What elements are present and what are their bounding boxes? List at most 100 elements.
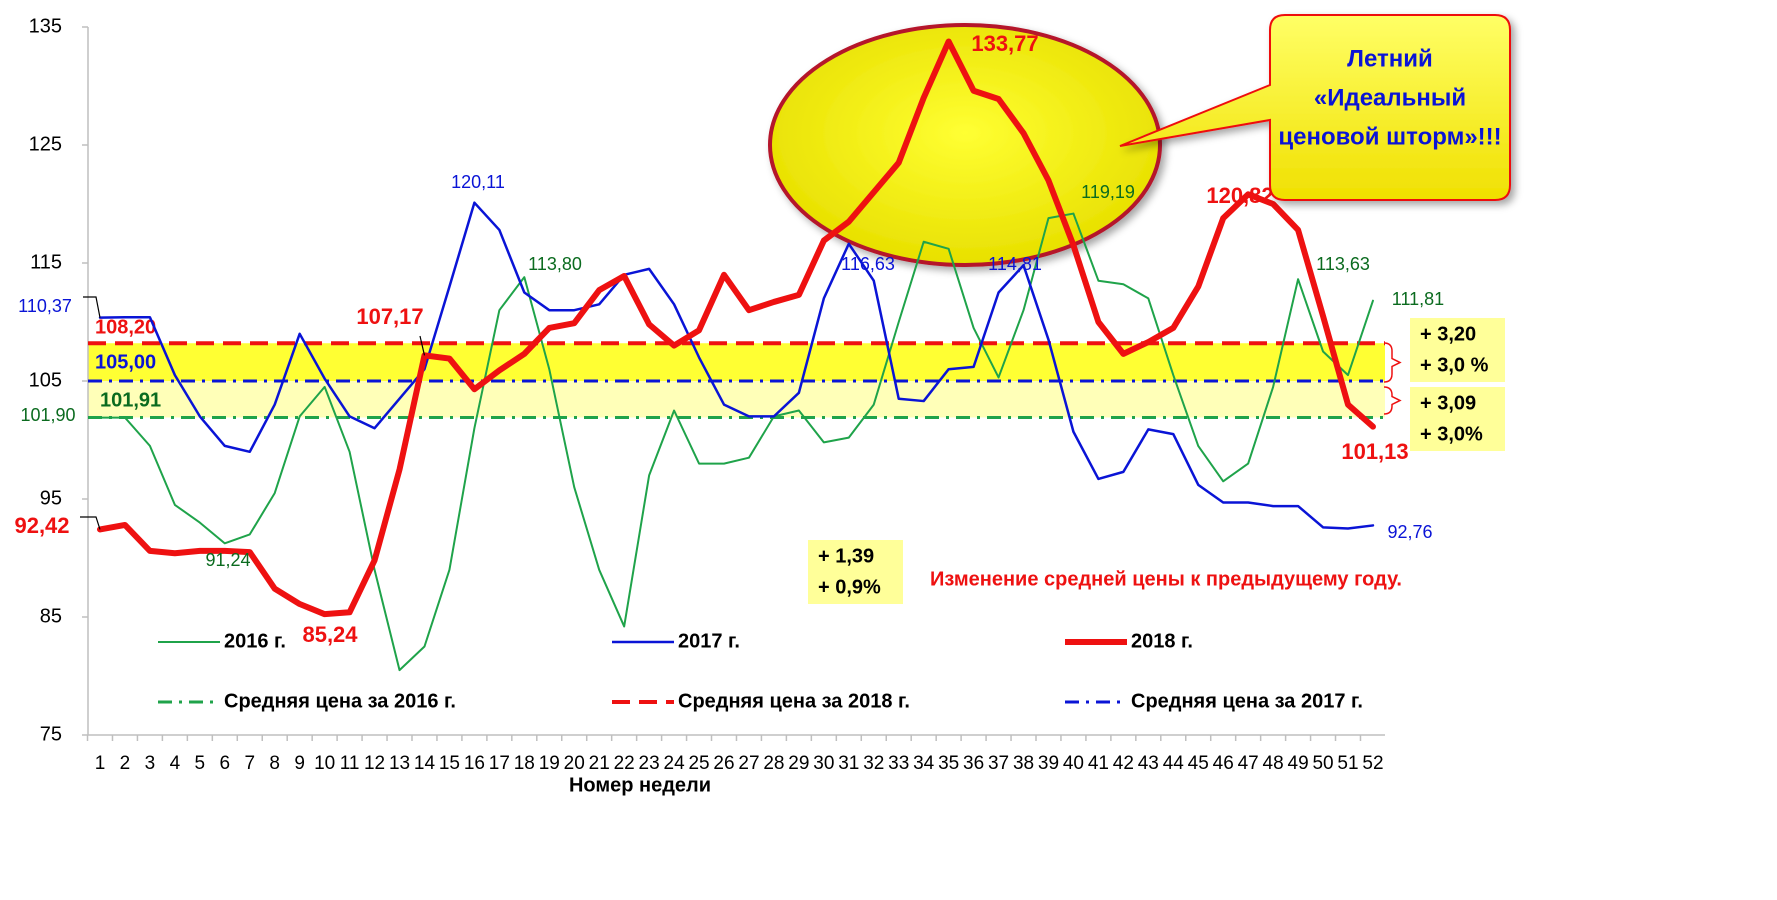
series-line — [98, 201, 1375, 530]
data-label: 133,77 — [971, 31, 1038, 56]
data-label: 92,42 — [14, 513, 69, 538]
y-tick-label: 75 — [40, 723, 62, 745]
legend-label: Средняя цена за 2018 г. — [678, 690, 910, 712]
x-tick-label: 21 — [589, 753, 610, 774]
annotation-box — [1410, 387, 1505, 451]
x-tick-label: 20 — [564, 753, 585, 774]
band — [88, 343, 1385, 381]
x-tick-label: 16 — [464, 753, 485, 774]
x-tick-label: 17 — [489, 753, 510, 774]
label-leader — [419, 335, 426, 356]
x-tick-label: 34 — [913, 753, 935, 774]
reference-label: 105,00 — [95, 351, 156, 373]
x-tick-label: 52 — [1362, 753, 1383, 774]
annotation-text: + 3,0% — [1420, 423, 1483, 445]
data-label: 91,24 — [205, 550, 250, 570]
annotation-text: + 1,39 — [818, 545, 874, 567]
y-tick-label: 95 — [40, 487, 62, 509]
data-label: 111,81 — [1392, 289, 1444, 309]
reference-label: 108,20 — [95, 316, 156, 338]
label-leader — [80, 516, 101, 530]
y-tick-label: 85 — [40, 605, 62, 627]
legend-label: 2018 г. — [1131, 630, 1193, 652]
legend-label: Средняя цена за 2016 г. — [224, 690, 456, 712]
x-tick-label: 10 — [314, 753, 335, 774]
highlight-ellipse — [768, 23, 1162, 267]
x-tick-label: 48 — [1263, 753, 1284, 774]
y-tick-label: 105 — [29, 369, 62, 391]
x-tick-label: 41 — [1088, 753, 1109, 774]
x-tick-label: 37 — [988, 753, 1009, 774]
x-tick-label: 19 — [539, 753, 560, 774]
x-tick-label: 30 — [813, 753, 834, 774]
data-label: 92,76 — [1387, 522, 1432, 542]
x-tick-label: 36 — [963, 753, 984, 774]
x-tick-label: 29 — [788, 753, 809, 774]
x-tick-label: 51 — [1337, 753, 1358, 774]
label-leader — [83, 296, 101, 318]
x-tick-label: 40 — [1063, 753, 1084, 774]
annotation-text: + 3,20 — [1420, 323, 1476, 345]
data-label: 85,24 — [302, 622, 358, 647]
x-tick-label: 25 — [688, 753, 709, 774]
x-tick-label: 11 — [340, 753, 360, 774]
x-tick-label: 42 — [1113, 753, 1134, 774]
data-label: 114,81 — [988, 254, 1042, 274]
x-tick-label: 50 — [1312, 753, 1333, 774]
x-tick-label: 47 — [1238, 753, 1259, 774]
callout-text: «Идеальный — [1314, 84, 1466, 111]
x-tick-label: 5 — [195, 753, 206, 774]
data-label: 119,19 — [1081, 182, 1135, 202]
y-tick-label: 115 — [30, 251, 62, 273]
x-tick-label: 22 — [614, 753, 635, 774]
x-tick-label: 3 — [145, 753, 156, 774]
callout-text: Летний — [1347, 45, 1433, 72]
annotation-box — [1410, 318, 1505, 382]
band — [88, 381, 1385, 418]
x-tick-label: 12 — [364, 753, 385, 774]
x-tick-label: 9 — [294, 753, 305, 774]
x-axis-title: Номер недели — [569, 774, 711, 796]
x-tick-label: 23 — [639, 753, 660, 774]
x-tick-label: 26 — [713, 753, 734, 774]
legend-label: 2017 г. — [678, 630, 740, 652]
x-tick-label: 13 — [389, 753, 410, 774]
legend-label: 2016 г. — [224, 630, 286, 652]
x-tick-label: 8 — [269, 753, 280, 774]
data-label: 113,80 — [528, 254, 582, 274]
note: Изменение средней цены к предыдущему год… — [930, 568, 1402, 590]
x-tick-label: 46 — [1213, 753, 1234, 774]
x-tick-label: 39 — [1038, 753, 1059, 774]
callout-text: ценовой шторм»!!! — [1278, 123, 1501, 150]
x-tick-label: 28 — [763, 753, 784, 774]
data-label: 107,17 — [356, 304, 423, 329]
data-label: 120,11 — [451, 172, 505, 192]
x-tick-label: 6 — [220, 753, 231, 774]
x-tick-label: 27 — [738, 753, 759, 774]
annotation-box — [808, 540, 903, 604]
bracket — [1383, 386, 1402, 415]
x-tick-label: 15 — [439, 753, 460, 774]
callout — [1119, 14, 1511, 201]
x-tick-label: 14 — [414, 753, 436, 774]
callout-shape — [1119, 14, 1511, 201]
x-tick-label: 2 — [120, 753, 131, 774]
data-label: 120,82 — [1206, 183, 1273, 208]
annotation-text: + 3,0 % — [1420, 354, 1489, 376]
x-tick-label: 35 — [938, 753, 959, 774]
x-tick-label: 18 — [514, 753, 535, 774]
x-tick-label: 49 — [1288, 753, 1309, 774]
x-tick-label: 38 — [1013, 753, 1034, 774]
data-label: 101,13 — [1341, 439, 1408, 464]
annotation-text: + 0,9% — [818, 576, 881, 598]
y-tick-label: 125 — [29, 133, 62, 155]
x-tick-label: 33 — [888, 753, 909, 774]
reference-label: 101,91 — [100, 389, 161, 411]
legend-label: Средняя цена за 2017 г. — [1131, 690, 1363, 712]
x-tick-label: 31 — [838, 753, 859, 774]
x-tick-label: 1 — [95, 753, 106, 774]
bracket — [1383, 342, 1402, 383]
series-line — [97, 38, 1376, 618]
